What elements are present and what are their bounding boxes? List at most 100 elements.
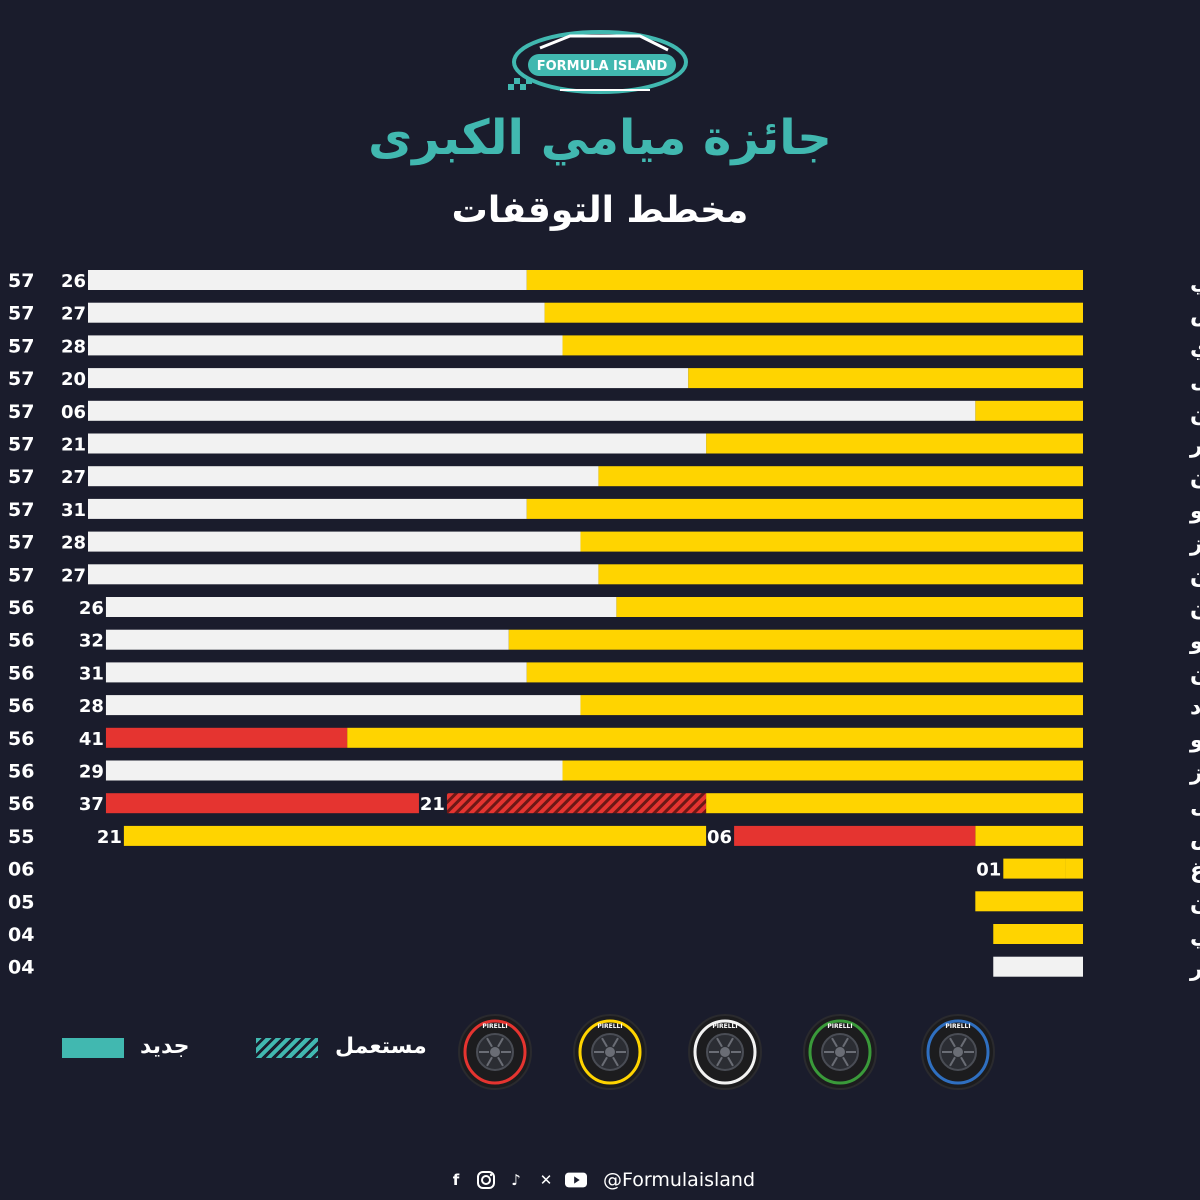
tyre-band <box>578 1019 642 1085</box>
tyre-brand-label: PIRELLI <box>597 1023 622 1030</box>
driver-name: ليندبلاد <box>1190 695 1200 720</box>
lap-count: 56 <box>8 695 34 717</box>
stint-bar <box>975 825 1083 846</box>
stint-lap-label: 01 <box>976 860 1001 881</box>
page-title: جائزة ميامي الكبرى <box>368 110 832 166</box>
driver-name: ألونسو <box>1189 724 1200 753</box>
tyre-spoke <box>486 1056 493 1067</box>
soft-tyre-icon: PIRELLI <box>458 1014 532 1090</box>
tyre-spoke <box>601 1056 608 1067</box>
tyre-spoke <box>831 1037 838 1048</box>
lap-count: 57 <box>8 303 34 325</box>
stint-bar <box>562 335 1083 356</box>
stint-bar <box>975 891 1083 912</box>
tyre-spoke <box>601 1037 608 1048</box>
legend-used-label: مستعمل <box>335 1034 427 1059</box>
stint-bar <box>598 466 1083 487</box>
stint-bar <box>562 760 1083 781</box>
driver-name: نوريس <box>1190 303 1200 328</box>
tyre-spoke <box>716 1037 723 1048</box>
tyre-spoke <box>960 1056 967 1067</box>
stint-bar <box>993 956 1083 977</box>
legend-new-label: جديد <box>140 1034 190 1059</box>
tyre-spoke <box>949 1037 956 1048</box>
driver-name: بورتليتو <box>1189 630 1200 655</box>
stint-bar <box>88 564 599 585</box>
tyre-hub <box>720 1047 730 1057</box>
lap-count: 04 <box>8 957 34 979</box>
tyre-band <box>808 1019 872 1085</box>
stint-lap-label: 20 <box>61 369 86 390</box>
driver-name: أوكون <box>1190 658 1200 687</box>
stint-bar <box>88 302 545 323</box>
lap-count: 56 <box>8 793 34 815</box>
intermediate-tyre-icon: PIRELLI <box>803 1014 877 1090</box>
tyre-spoke <box>727 1037 734 1048</box>
driver-name: ساينز <box>1189 532 1200 557</box>
driver-name: هاميلتون <box>1190 466 1200 491</box>
stint-lap-label: 31 <box>61 500 86 521</box>
driver-name: سترول <box>1190 793 1200 818</box>
lap-count: 57 <box>8 532 34 554</box>
lap-count: 56 <box>8 597 34 619</box>
tyre-spoke <box>842 1056 849 1067</box>
driver-name: كولابينتو <box>1189 499 1200 524</box>
stint-bar <box>580 531 1083 552</box>
tyre-spoke <box>716 1056 723 1067</box>
stint-bar <box>105 727 348 748</box>
lap-count: 57 <box>8 401 34 423</box>
tyre-spoke <box>842 1037 849 1048</box>
tyre-band <box>463 1019 527 1085</box>
driver-name: لوسون <box>1190 891 1200 916</box>
instagram-icon[interactable] <box>475 1169 497 1191</box>
stint-bar <box>1003 858 1066 879</box>
tyre-spoke <box>486 1037 493 1048</box>
stint-lap-label: 06 <box>707 827 732 848</box>
lap-count: 56 <box>8 630 34 652</box>
tyre-brand-label: PIRELLI <box>712 1023 737 1030</box>
stint-bar <box>526 270 1083 290</box>
footer-handle[interactable]: @Formulaisland <box>603 1169 756 1191</box>
x-icon[interactable]: ✕ <box>539 1171 553 1189</box>
lap-count: 57 <box>8 499 34 521</box>
tyre-spoke <box>497 1056 504 1067</box>
medium-tyre-icon: PIRELLI <box>573 1014 647 1090</box>
legend-used-swatch <box>256 1038 318 1058</box>
stint-lap-label: 21 <box>97 827 122 848</box>
stint-lap-label: 27 <box>61 467 86 488</box>
tyre-hub <box>490 1047 500 1057</box>
lap-count: 55 <box>8 826 34 848</box>
wet-tyre-icon: PIRELLI <box>921 1014 995 1090</box>
stint-lap-label: 26 <box>61 271 86 292</box>
stint-bar <box>105 760 563 781</box>
lap-count: 57 <box>8 335 34 357</box>
youtube-icon[interactable] <box>565 1169 587 1191</box>
stint-bar <box>526 498 1083 519</box>
facebook-icon[interactable]: f <box>452 1171 460 1189</box>
stint-lap-label: 26 <box>79 598 104 619</box>
tyre-hub <box>835 1047 845 1057</box>
stint-bar <box>88 368 689 389</box>
stint-lap-label: 28 <box>61 336 86 357</box>
lap-count: 57 <box>8 466 34 488</box>
tiktok-icon[interactable]: ♪ <box>511 1171 521 1189</box>
driver-name: حجار <box>1189 957 1200 982</box>
stint-bar <box>347 727 1083 748</box>
stint-bar <box>105 793 419 814</box>
stint-bar <box>544 302 1083 323</box>
tyre-hub <box>605 1047 615 1057</box>
stint-bar <box>1065 858 1083 879</box>
stint-bar <box>105 629 509 650</box>
lap-count: 56 <box>8 761 34 783</box>
tyre-brand-label: PIRELLI <box>827 1023 852 1030</box>
stint-lap-label: 27 <box>61 565 86 586</box>
legend-new-swatch <box>62 1038 124 1058</box>
stint-bar <box>88 270 527 290</box>
tyre-brand-label: PIRELLI <box>945 1023 970 1030</box>
tyre-brand-label: PIRELLI <box>482 1023 507 1030</box>
lap-count: 06 <box>8 859 34 881</box>
hard-tyre-icon: PIRELLI <box>688 1014 762 1090</box>
stint-bar <box>616 597 1083 617</box>
driver-name: بوتاس <box>1190 826 1200 851</box>
stint-bar <box>706 793 1083 814</box>
